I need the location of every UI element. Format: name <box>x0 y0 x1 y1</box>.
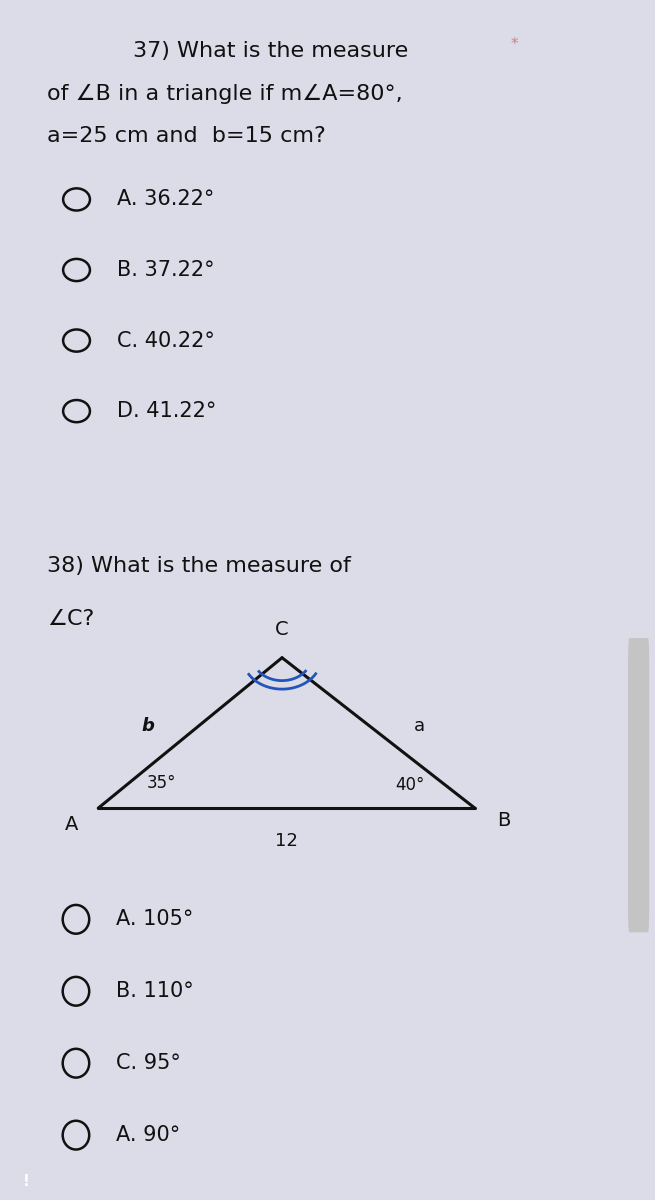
Text: D. 41.22°: D. 41.22° <box>117 401 217 421</box>
Text: 35°: 35° <box>147 774 176 792</box>
Text: B: B <box>497 811 510 830</box>
FancyBboxPatch shape <box>628 638 649 932</box>
Text: B. 110°: B. 110° <box>117 982 194 1001</box>
Text: a: a <box>414 718 425 736</box>
Text: of ∠B in a triangle if m∠A=80°,: of ∠B in a triangle if m∠A=80°, <box>47 84 403 103</box>
Text: A. 90°: A. 90° <box>117 1126 181 1145</box>
Text: C. 95°: C. 95° <box>117 1054 181 1073</box>
Text: ∠C?: ∠C? <box>47 608 94 629</box>
Text: 40°: 40° <box>395 775 424 793</box>
Text: 37) What is the measure: 37) What is the measure <box>132 41 408 61</box>
Text: a=25 cm and  b=15 cm?: a=25 cm and b=15 cm? <box>47 126 326 146</box>
Text: 38) What is the measure of: 38) What is the measure of <box>47 557 351 576</box>
Text: *: * <box>510 37 518 52</box>
Text: 12: 12 <box>275 832 298 850</box>
Text: A: A <box>64 815 78 834</box>
Text: C: C <box>275 620 289 640</box>
Text: C. 40.22°: C. 40.22° <box>117 330 215 350</box>
Text: b: b <box>141 718 155 736</box>
Text: A. 36.22°: A. 36.22° <box>117 190 215 210</box>
Text: !: ! <box>23 1175 29 1189</box>
Text: B. 37.22°: B. 37.22° <box>117 260 215 280</box>
Text: A. 105°: A. 105° <box>117 910 194 929</box>
